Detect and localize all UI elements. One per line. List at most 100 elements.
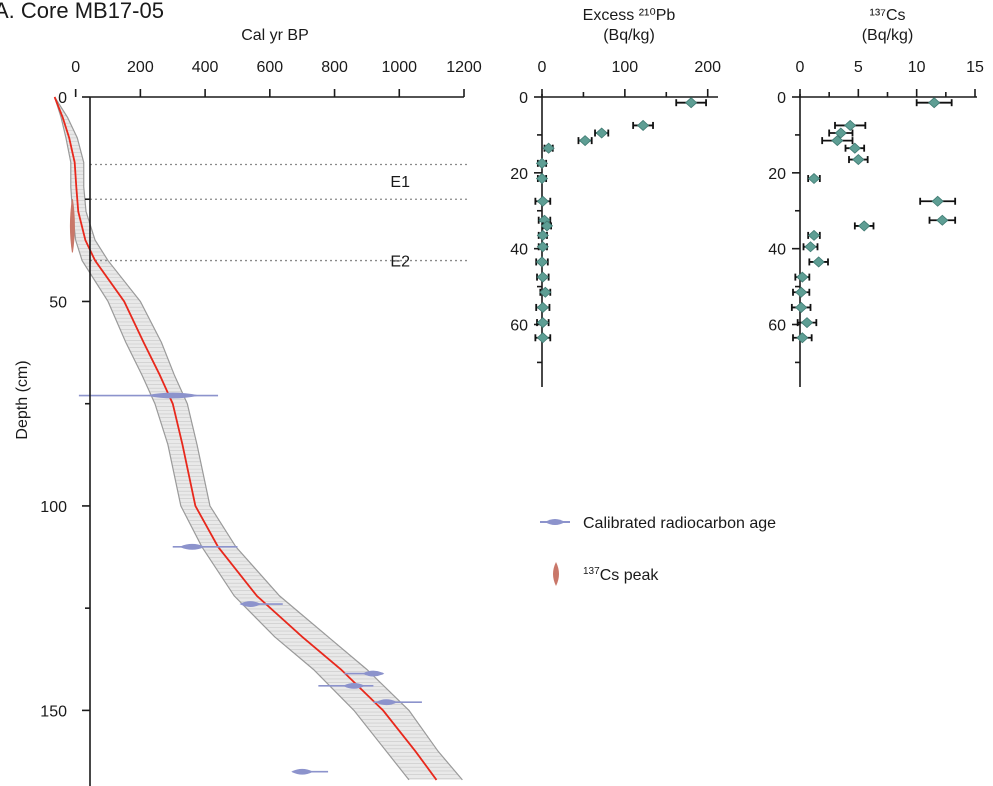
legend-cs-spindle <box>553 562 559 586</box>
data-point <box>535 256 549 268</box>
y-tick-label: 40 <box>510 242 528 259</box>
legend-radiocarbon-symbol <box>540 519 570 525</box>
radiocarbon-marker <box>362 670 385 677</box>
data-point <box>804 241 817 253</box>
pb210-points <box>534 97 707 344</box>
x-tick-label: 600 <box>256 59 283 76</box>
y-tick-label: 60 <box>768 318 786 335</box>
data-point <box>800 317 814 329</box>
data-point <box>852 154 865 166</box>
data-point <box>834 127 847 139</box>
radiocarbon-marker <box>291 768 314 775</box>
legend-cs-text: Cs peak <box>600 567 660 584</box>
y-tick-label: 40 <box>768 242 786 259</box>
y-tick-label: 100 <box>40 499 67 516</box>
x-tick-label: 0 <box>796 59 805 76</box>
pb210-axes: 0 100 200 0 20 40 60 <box>510 59 721 387</box>
median-line <box>53 96 438 781</box>
age-model-median <box>53 96 438 781</box>
event-label: E1 <box>390 174 410 191</box>
y-axis-title: Depth (cm) <box>14 360 31 439</box>
data-point <box>536 332 549 344</box>
x-tick-label: 15 <box>966 59 984 76</box>
data-point <box>796 271 809 283</box>
data-point <box>812 256 825 268</box>
data-point <box>536 317 549 329</box>
x-tick-label: 5 <box>854 59 863 76</box>
data-point <box>578 135 592 147</box>
x-tick-label: 200 <box>694 59 721 76</box>
y-tick-label: 0 <box>519 90 528 107</box>
legend-label-cs-peak: 137Cs peak <box>583 566 659 584</box>
pb210-plot: Excess ²¹⁰Pb (Bq/kg) 0 100 200 0 20 40 60 <box>510 7 721 387</box>
pb210-unit: (Bq/kg) <box>603 27 655 44</box>
y-tick-label: 50 <box>49 294 67 311</box>
data-point <box>539 286 552 298</box>
legend-cs-peak-symbol <box>553 562 559 586</box>
age-depth-axes: 0 200 400 600 800 1000 1200 0 50 100 150 <box>40 59 482 786</box>
y-tick-label: 0 <box>58 90 67 107</box>
data-point <box>536 229 549 241</box>
x-tick-label: 0 <box>538 59 547 76</box>
radiocarbon-marker <box>375 699 398 706</box>
x-tick-label: 200 <box>127 59 154 76</box>
data-point <box>636 119 650 131</box>
legend: Calibrated radiocarbon age 137Cs peak <box>540 515 776 586</box>
legend-label-radiocarbon: Calibrated radiocarbon age <box>583 515 776 532</box>
x-tick-label: 100 <box>612 59 639 76</box>
x-tick-label: 10 <box>908 59 926 76</box>
cs137-peak-marker <box>69 199 75 253</box>
x-tick-label: 1200 <box>446 59 482 76</box>
data-point <box>807 229 821 241</box>
data-point <box>536 271 549 283</box>
y-tick-label: 150 <box>40 703 67 720</box>
x-tick-label: 1000 <box>381 59 417 76</box>
data-point <box>542 142 555 154</box>
y-tick-label: 0 <box>777 90 786 107</box>
panel-label: A. Core MB17-05 <box>0 0 164 23</box>
y-tick-label: 20 <box>768 166 786 183</box>
data-point <box>848 142 861 154</box>
radiocarbon-marker <box>343 682 365 689</box>
data-point <box>536 195 549 207</box>
data-point <box>795 286 808 298</box>
cs137-title: ¹³⁷Cs <box>870 7 906 24</box>
radiocarbon-marker <box>239 601 262 607</box>
event-lines: E1 E2 <box>90 163 470 271</box>
data-point <box>595 127 608 139</box>
data-point <box>536 301 549 313</box>
data-point <box>540 220 554 232</box>
envelope-upper-line <box>54 96 463 781</box>
data-point <box>795 301 808 313</box>
data-point <box>685 97 698 109</box>
cs137-unit: (Bq/kg) <box>862 27 914 44</box>
radiocarbon-marker <box>179 543 205 550</box>
data-point <box>807 172 821 185</box>
data-point <box>831 135 844 147</box>
x-tick-label: 800 <box>321 59 348 76</box>
data-point <box>535 172 549 185</box>
pb210-title: Excess ²¹⁰Pb <box>583 7 676 24</box>
radiocarbon-marker <box>147 392 198 399</box>
legend-spindle <box>545 519 565 525</box>
data-point <box>928 97 941 109</box>
event-label: E2 <box>390 254 410 271</box>
envelope-lower-line <box>54 96 410 781</box>
data-point <box>936 214 949 226</box>
data-point <box>536 241 549 253</box>
x-tick-label: 0 <box>71 59 80 76</box>
data-point <box>796 332 809 344</box>
cs137-points <box>790 97 957 344</box>
x-tick-label: 400 <box>192 59 219 76</box>
cs137-plot: ¹³⁷Cs (Bq/kg) 0 5 10 15 0 20 40 60 <box>768 7 984 387</box>
x-axis-title: Cal yr BP <box>241 27 309 44</box>
data-point <box>535 157 549 169</box>
data-point <box>844 119 857 131</box>
y-tick-label: 20 <box>510 166 528 183</box>
age-markers <box>69 199 422 775</box>
data-point <box>931 195 944 207</box>
y-tick-label: 60 <box>510 318 528 335</box>
data-point <box>858 220 871 232</box>
legend-cs-superscript: 137 <box>583 566 600 577</box>
